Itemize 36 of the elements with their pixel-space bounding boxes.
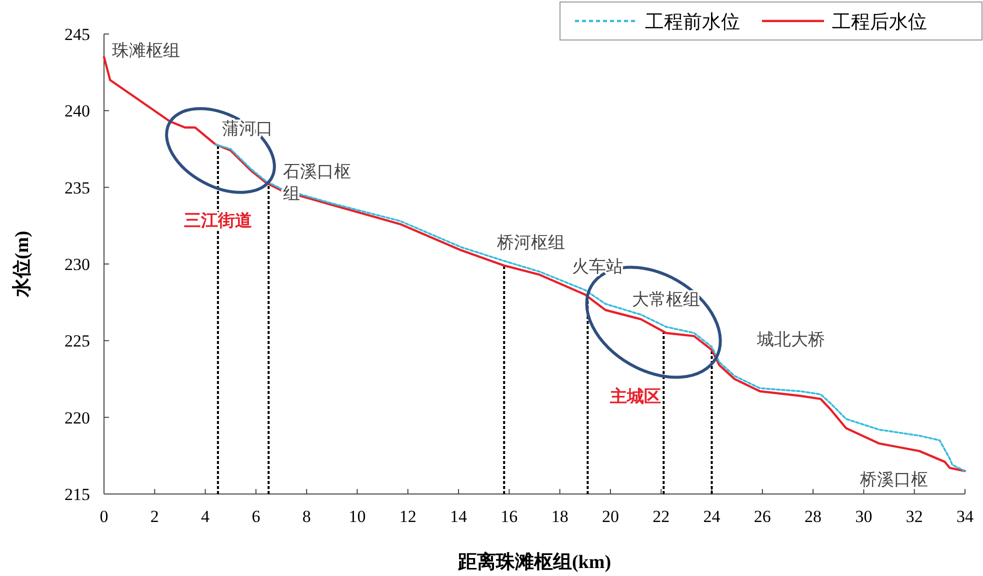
annotation: 主城区 (609, 387, 661, 406)
legend-label: 工程后水位 (832, 12, 927, 33)
y-tick-label: 225 (64, 332, 90, 351)
annotation: 桥河枢组 (496, 233, 565, 252)
x-tick-label: 34 (956, 507, 974, 526)
x-axis-title: 距离珠滩枢组(km) (456, 551, 612, 573)
y-axis-title: 水位(m) (11, 230, 33, 298)
annotation: 珠滩枢组 (112, 41, 180, 60)
x-tick-label: 20 (602, 507, 619, 526)
x-tick-label: 28 (804, 507, 822, 526)
y-tick-label: 215 (64, 485, 90, 504)
x-tick-label: 30 (855, 507, 872, 526)
y-tick-label: 240 (64, 102, 90, 121)
x-tick-label: 2 (150, 507, 159, 526)
x-tick-label: 22 (652, 507, 670, 526)
annotation: 大常枢组 (632, 290, 700, 309)
x-tick-label: 8 (302, 507, 311, 526)
x-tick-label: 14 (450, 507, 468, 526)
x-tick-label: 26 (754, 507, 771, 526)
x-tick-label: 4 (201, 507, 210, 526)
x-tick-label: 6 (252, 507, 260, 526)
y-tick-label: 220 (64, 408, 90, 428)
x-tick-label: 18 (551, 507, 568, 526)
legend-label: 工程前水位 (645, 12, 740, 33)
x-tick-label: 24 (703, 507, 721, 526)
x-tick-label: 32 (906, 507, 923, 526)
x-tick-label: 12 (399, 507, 416, 526)
x-tick-label: 16 (500, 507, 518, 526)
annotation: 桥溪口枢 (859, 470, 928, 489)
x-tick-label: 10 (348, 507, 366, 526)
y-tick-label: 235 (64, 178, 90, 198)
x-tick-label: 0 (100, 507, 108, 526)
y-tick-label: 230 (64, 255, 90, 274)
annotation: 三江街道 (184, 211, 252, 230)
y-tick-label: 245 (64, 25, 90, 44)
annotation: 城北大桥 (756, 330, 825, 349)
